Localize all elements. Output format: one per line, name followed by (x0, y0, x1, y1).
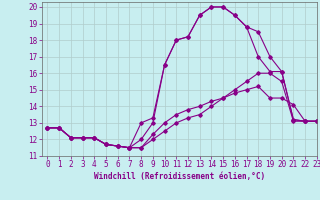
X-axis label: Windchill (Refroidissement éolien,°C): Windchill (Refroidissement éolien,°C) (94, 172, 265, 181)
